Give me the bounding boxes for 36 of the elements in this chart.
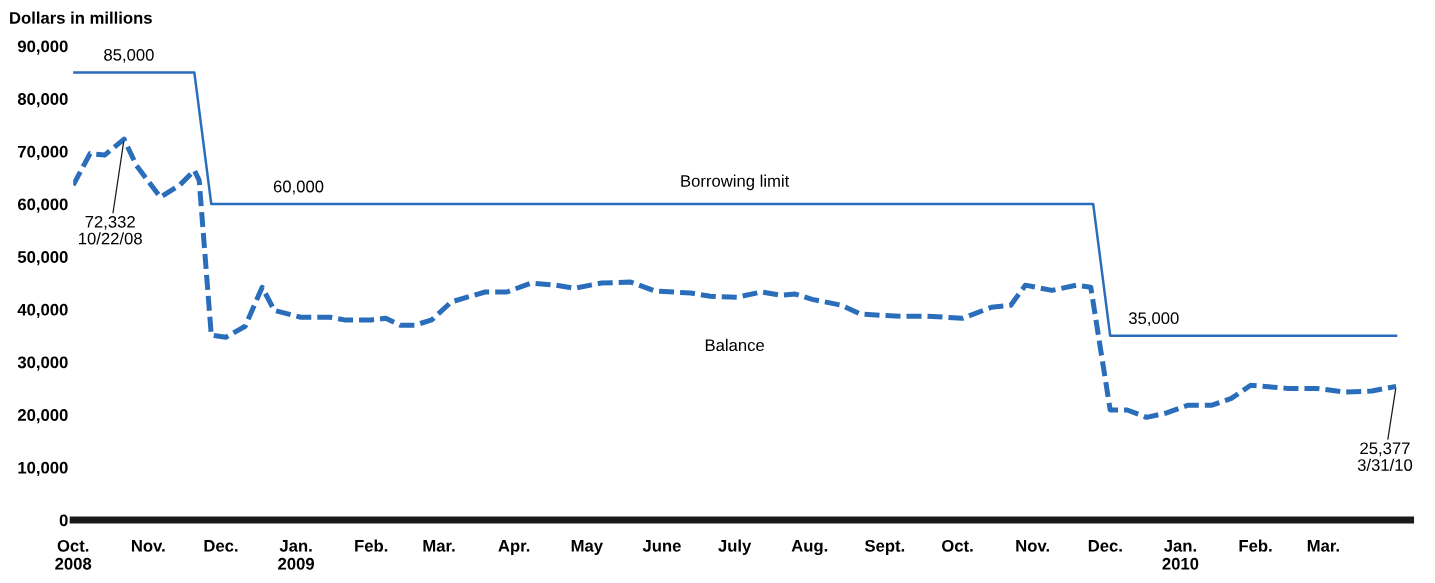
y-tick-label: 90,000 <box>17 40 68 55</box>
annotation: 60,000 <box>273 180 324 195</box>
x-tick-label: Jan. 2009 <box>278 540 315 570</box>
y-tick-label: 30,000 <box>17 356 68 371</box>
x-tick-label: Jan. 2010 <box>1162 540 1199 570</box>
x-tick-label: Aug. <box>791 540 828 556</box>
y-tick-label: 0 <box>59 514 68 527</box>
y-tick-label: 40,000 <box>17 303 68 318</box>
annotation: 35,000 <box>1128 312 1179 327</box>
series-label: Borrowing limit <box>681 174 790 191</box>
annotation: 72,332 10/22/08 <box>79 215 142 245</box>
x-tick-label: Nov. <box>1016 540 1049 552</box>
y-tick-label: 10,000 <box>18 461 68 476</box>
x-tick-label: Dec. <box>1088 540 1122 552</box>
x-tick-label: Feb. <box>1239 539 1272 552</box>
y-tick-label: 50,000 <box>17 251 68 266</box>
x-tick-label: Mar. <box>1307 540 1339 552</box>
x-tick-label: Feb. <box>355 539 388 552</box>
x-tick-label: July <box>718 539 752 556</box>
x-tick-label: Nov. <box>131 540 165 552</box>
x-tick-label: Mar. <box>423 540 455 552</box>
x-tick-label: Dec. <box>204 540 238 552</box>
y-tick-label: 60,000 <box>17 198 68 213</box>
x-tick-label: Sept. <box>864 539 905 556</box>
x-tick-label: Oct. <box>942 539 973 552</box>
y-tick-label: 20,000 <box>17 409 68 424</box>
annotation: 25,377 3/31/10 <box>1357 442 1413 471</box>
x-tick-label: Apr. <box>498 540 530 556</box>
annotation: 85,000 <box>104 48 154 63</box>
x-tick-label: June <box>642 540 681 552</box>
y-tick-label: 80,000 <box>17 93 68 108</box>
y-axis-title: Dollars in millions <box>10 11 152 24</box>
text: Balance <box>705 338 764 352</box>
x-tick-label: May <box>571 540 603 556</box>
y-tick-label: 70,000 <box>18 145 68 161</box>
x-tick-label: Oct. 2008 <box>55 539 92 570</box>
